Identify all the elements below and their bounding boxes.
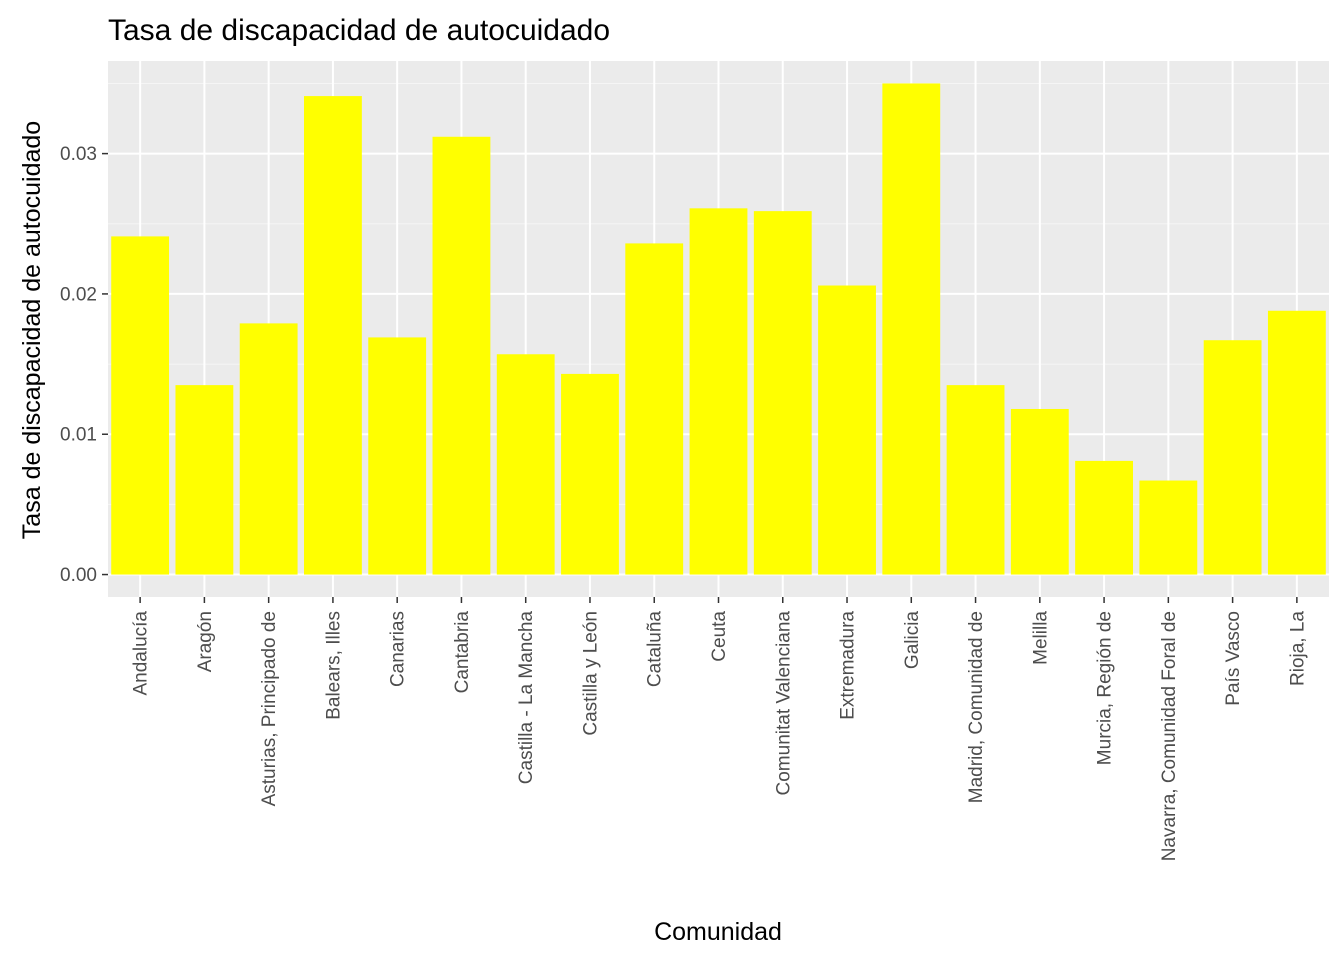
x-tick-label: Castilla y León (580, 611, 601, 736)
y-axis-title: Tasa de discapacidad de autocuidado (18, 121, 46, 539)
bar (111, 236, 170, 575)
bar (625, 243, 684, 575)
bar (175, 385, 234, 575)
x-tick-label: Navarra, Comunidad Foral de (1159, 611, 1180, 861)
x-tick-label: Asturias, Principado de (259, 611, 280, 806)
x-tick-label: Cataluña (645, 611, 666, 687)
bar (432, 136, 491, 575)
x-tick-label: Aragón (195, 611, 216, 672)
x-axis-title: Comunidad (654, 918, 782, 946)
x-tick-label: Cantabria (452, 611, 473, 694)
y-tick-label: 0.03 (60, 144, 97, 165)
x-tick-label: Andalucía (131, 611, 152, 696)
y-tick-label: 0.00 (60, 565, 97, 586)
x-tick-label: Comunitat Valenciana (773, 611, 794, 796)
x-tick-label: Murcia, Región de (1095, 611, 1116, 765)
bar (368, 337, 427, 575)
bar (239, 323, 298, 575)
bar (1010, 408, 1069, 575)
x-tick-label: Extremadura (838, 611, 859, 720)
y-axis: 0.00 0.01 0.02 0.03 (60, 144, 108, 586)
x-tick-label: Ceuta (709, 611, 730, 662)
x-tick-label: Castilla - La Mancha (516, 611, 537, 785)
bar (1203, 340, 1262, 575)
bar (753, 211, 812, 575)
x-tick-label: País Vasco (1223, 611, 1244, 706)
bar (561, 373, 619, 575)
x-tick-label: Melilla (1030, 611, 1051, 665)
x-tick-label: Madrid, Comunidad de (966, 611, 987, 803)
bar (689, 208, 748, 575)
bar (1139, 480, 1198, 575)
bar (496, 354, 555, 575)
bar (946, 385, 1005, 575)
x-tick-label: Rioja, La (1287, 611, 1308, 686)
y-tick-label: 0.02 (60, 284, 97, 305)
bars (111, 83, 1326, 575)
chart-title: Tasa de discapacidad de autocuidado (108, 14, 610, 47)
bar (1075, 460, 1133, 575)
bar (818, 285, 876, 575)
x-tick-label: Galicia (902, 611, 923, 670)
bar (304, 96, 362, 575)
bar (1267, 310, 1326, 575)
x-axis: Andalucía Aragón Asturias, Principado de Ba… (131, 597, 1308, 861)
y-tick-label: 0.01 (60, 425, 97, 446)
x-tick-label: Balears, Illes (323, 611, 344, 720)
x-tick-label: Canarias (388, 611, 409, 687)
bar (882, 83, 941, 575)
